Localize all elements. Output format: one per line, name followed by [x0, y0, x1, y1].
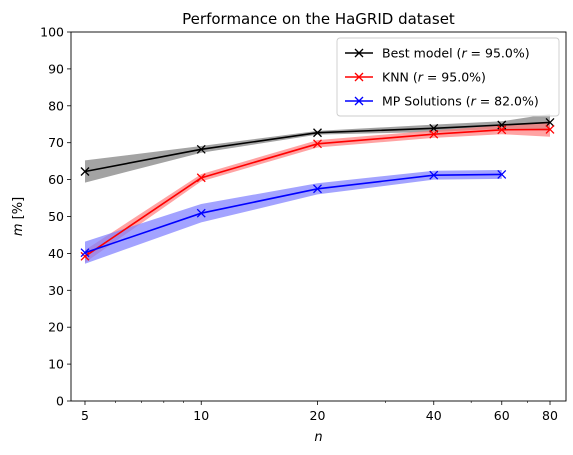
legend-label: MP Solutions (r = 82.0%): [382, 94, 539, 109]
data-point-marker: [313, 139, 322, 149]
x-axis-ticks: 5 10 20 40 60 80: [81, 401, 558, 423]
data-point-marker: [80, 251, 90, 261]
y-axis-label-text: m [%]: [11, 197, 26, 236]
data-point-marker: [196, 173, 206, 183]
data-point-marker: [545, 124, 555, 134]
series-markers: [80, 117, 555, 261]
y-tick-label: 60: [48, 172, 64, 187]
series-line-0: [84, 121, 551, 173]
y-tick-label: 70: [48, 135, 64, 150]
x-tick-label: 20: [310, 408, 326, 423]
x-tick-label: 10: [193, 408, 209, 423]
y-tick-label: 0: [56, 394, 64, 409]
data-point-marker: [429, 170, 439, 180]
data-point-marker: [80, 167, 90, 176]
data-point-marker: [313, 184, 322, 194]
legend-item: Best model (r = 95.0%): [345, 46, 530, 61]
confidence-band-1: [85, 122, 550, 263]
y-axis-ticks: 0 10 20 30 40 50 60 70 80 90 100: [40, 25, 71, 409]
data-point-marker: [429, 129, 439, 139]
legend: Best model (r = 95.0%) KNN (r = 95.0%) MP …: [336, 37, 560, 117]
legend-item: MP Solutions (r = 82.0%): [345, 94, 539, 109]
legend-label: Best model (r = 95.0%): [382, 46, 530, 61]
y-tick-label: 20: [48, 320, 64, 335]
chart-title: Performance on the HaGRID dataset: [182, 10, 455, 28]
data-point-marker: [497, 125, 507, 135]
x-tick-label: 80: [542, 408, 558, 423]
y-tick-label: 90: [48, 61, 64, 76]
data-point-marker: [497, 169, 507, 179]
x-tick-label: 60: [494, 408, 510, 423]
y-tick-label: 80: [48, 98, 64, 113]
x-tick-label: 5: [81, 408, 89, 423]
confidence-bands: [85, 113, 550, 264]
data-point-marker: [196, 208, 206, 218]
data-point-marker: [545, 117, 555, 127]
y-tick-label: 30: [48, 283, 64, 298]
y-tick-label: 50: [48, 209, 64, 224]
y-tick-label: 10: [48, 357, 64, 372]
legend-item: KNN (r = 95.0%): [345, 70, 486, 85]
x-axis-label: n: [314, 430, 322, 445]
series-line-1: [84, 128, 551, 258]
legend-label: KNN (r = 95.0%): [382, 70, 486, 85]
confidence-band-2: [85, 170, 502, 264]
data-point-marker: [196, 144, 206, 154]
x-tick-label: 40: [426, 408, 442, 423]
y-tick-label: 100: [40, 25, 64, 40]
y-axis-label: m [%]: [11, 197, 26, 236]
y-tick-label: 40: [48, 246, 64, 261]
legend-box: [336, 37, 560, 117]
data-point-marker: [80, 248, 90, 258]
data-point-marker: [313, 128, 322, 138]
